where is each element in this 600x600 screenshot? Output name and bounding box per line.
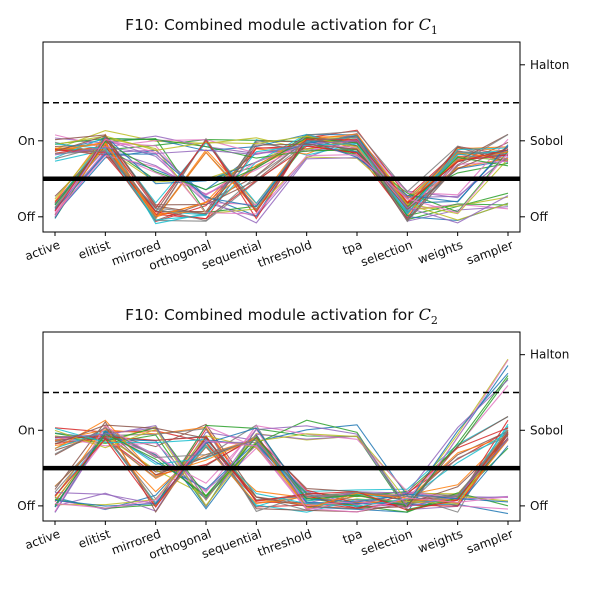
series-line — [54, 137, 509, 218]
series-group — [54, 129, 509, 225]
series-line — [54, 440, 509, 513]
series-line — [54, 425, 509, 499]
series-line — [54, 425, 509, 508]
series-line — [54, 135, 509, 215]
left-tick-label: Off — [17, 210, 35, 224]
series-line — [54, 138, 509, 217]
series-line — [54, 133, 509, 222]
series-line — [54, 137, 509, 214]
chart-title-subscript: 2 — [431, 314, 438, 327]
category-label-threshold: threshold — [256, 527, 314, 559]
series-line — [54, 140, 509, 224]
chart-title-subscript: 1 — [431, 24, 438, 37]
chart-title: F10: Combined module activation for C2 — [125, 305, 438, 327]
chart-c2: F10: Combined module activation for C2 Of… — [17, 305, 569, 562]
plot-frame — [42, 41, 521, 233]
series-line — [54, 428, 509, 507]
left-tick-label: Off — [17, 499, 35, 513]
category-label-elitist: elitist — [77, 527, 113, 552]
series-line — [54, 139, 509, 210]
chart-title: F10: Combined module activation for C1 — [125, 15, 438, 37]
left-tick-label: On — [18, 134, 35, 148]
series-line — [54, 135, 509, 221]
series-line — [54, 431, 509, 511]
category-label-sampler: sampler — [465, 527, 515, 557]
category-label-weights: weights — [416, 238, 465, 267]
right-tick-label: Sobol — [530, 134, 563, 148]
right-tick-label: Off — [530, 499, 548, 513]
chart-c1: F10: Combined module activation for C1 Of… — [17, 15, 569, 273]
series-line — [54, 149, 509, 224]
series-line — [54, 130, 509, 211]
series-group — [54, 358, 509, 515]
left-tick-label: On — [18, 423, 35, 437]
chart-title-prefix: F10: Combined module activation for — [125, 306, 418, 324]
category-label-active: active — [23, 238, 62, 264]
right-tick-label: Sobol — [530, 423, 563, 437]
category-label-weights: weights — [416, 527, 465, 556]
category-label-selection: selection — [359, 527, 414, 559]
category-label-sampler: sampler — [465, 238, 515, 268]
right-tick-label: Off — [530, 210, 548, 224]
chart-title-symbol: C — [419, 305, 431, 324]
series-line — [54, 358, 509, 508]
category-label-active: active — [23, 527, 62, 553]
category-label-tpa: tpa — [341, 527, 364, 547]
series-line — [54, 137, 509, 217]
series-line — [54, 424, 509, 511]
series-line — [54, 419, 509, 511]
right-tick-label: Halton — [530, 58, 569, 72]
category-label-threshold: threshold — [256, 238, 314, 270]
category-label-tpa: tpa — [341, 238, 364, 258]
plot-frame — [42, 331, 521, 522]
right-tick-label: Halton — [530, 348, 569, 362]
chart-title-symbol: C — [419, 15, 431, 34]
category-label-selection: selection — [359, 238, 414, 270]
chart-title-prefix: F10: Combined module activation for — [125, 16, 418, 34]
category-label-elitist: elitist — [77, 238, 113, 263]
series-line — [54, 416, 509, 510]
